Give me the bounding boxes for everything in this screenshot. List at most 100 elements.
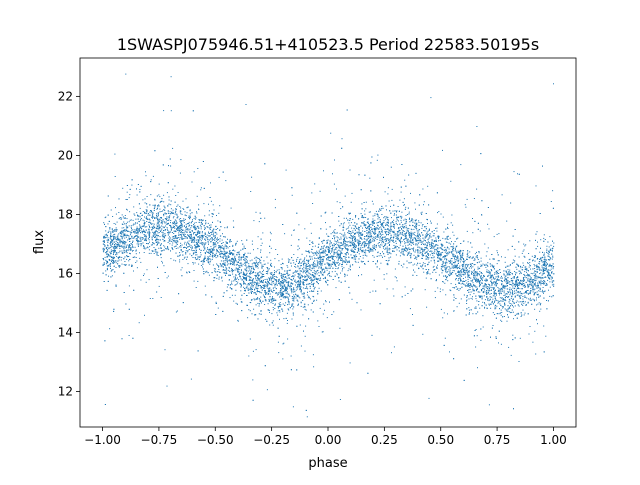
data-point [451, 249, 453, 251]
data-point [425, 236, 427, 238]
data-point [192, 239, 194, 241]
data-point [110, 247, 112, 249]
data-point [200, 252, 202, 254]
data-point [369, 230, 371, 232]
data-point [340, 272, 341, 274]
data-point [258, 221, 260, 223]
data-point [107, 223, 109, 225]
data-point [522, 250, 524, 252]
data-point [318, 266, 320, 268]
data-point [336, 253, 338, 255]
data-point [384, 255, 386, 257]
data-point [125, 264, 127, 266]
data-point [446, 268, 448, 270]
data-point [327, 239, 329, 241]
data-point [180, 213, 182, 215]
data-point [156, 231, 158, 232]
data-point [449, 269, 451, 271]
data-point [464, 260, 466, 262]
data-point [286, 265, 288, 267]
data-point [142, 211, 144, 212]
data-point [177, 240, 179, 242]
data-point [132, 246, 133, 248]
data-point [126, 244, 128, 246]
data-point [267, 284, 269, 285]
data-point [114, 261, 115, 263]
data-point [239, 254, 241, 256]
data-point [448, 266, 450, 267]
data-point [416, 258, 418, 260]
data-point [255, 276, 257, 278]
data-point [329, 250, 331, 252]
data-point [349, 224, 351, 226]
data-point [118, 257, 119, 259]
data-point [473, 289, 475, 291]
data-point [280, 281, 282, 283]
data-point [344, 239, 346, 241]
data-point [390, 166, 392, 168]
data-point [532, 260, 533, 262]
data-point [397, 216, 399, 218]
data-point [192, 257, 194, 258]
data-point [346, 217, 347, 219]
data-point [414, 202, 416, 204]
data-point [469, 294, 471, 296]
data-point [291, 292, 293, 294]
data-point [132, 224, 134, 226]
data-point [183, 222, 185, 224]
data-point [510, 312, 512, 314]
data-point [138, 229, 140, 231]
data-point [198, 240, 200, 242]
data-point [355, 246, 357, 248]
data-point [211, 230, 213, 232]
data-point [316, 264, 318, 266]
data-point [253, 308, 255, 310]
data-point [442, 251, 444, 253]
data-point [111, 262, 113, 264]
data-point [434, 250, 436, 252]
data-point [461, 254, 463, 256]
data-point [271, 301, 273, 303]
data-point [178, 229, 180, 231]
data-point [164, 246, 166, 248]
data-point [399, 241, 401, 242]
data-point [297, 296, 299, 297]
data-point [433, 259, 435, 261]
data-point [267, 290, 269, 292]
data-point [477, 279, 479, 281]
data-point [351, 232, 353, 234]
data-point [512, 279, 514, 281]
data-point [280, 267, 282, 269]
data-point [300, 305, 302, 307]
data-point [287, 338, 289, 340]
data-point [129, 219, 131, 221]
data-point [327, 273, 329, 275]
data-point [289, 284, 291, 286]
data-point [385, 218, 386, 220]
data-point [418, 233, 420, 235]
data-point [214, 231, 216, 233]
data-point [179, 228, 181, 230]
data-point [175, 238, 177, 240]
data-point [374, 246, 375, 248]
data-point [392, 221, 393, 223]
data-point [153, 223, 155, 225]
data-point [481, 280, 483, 282]
data-point [122, 233, 124, 235]
data-point [473, 278, 475, 280]
data-point [161, 220, 163, 222]
data-point [507, 308, 509, 310]
data-point [261, 242, 263, 244]
data-point [391, 352, 392, 354]
data-point [490, 307, 492, 309]
data-point [135, 249, 137, 251]
data-point [351, 248, 353, 250]
data-point [370, 234, 372, 236]
data-point [522, 296, 524, 297]
data-point [400, 226, 401, 228]
data-point [320, 290, 322, 292]
data-point [309, 266, 311, 268]
data-point [440, 213, 442, 215]
data-point [430, 250, 432, 252]
data-point [526, 292, 528, 294]
